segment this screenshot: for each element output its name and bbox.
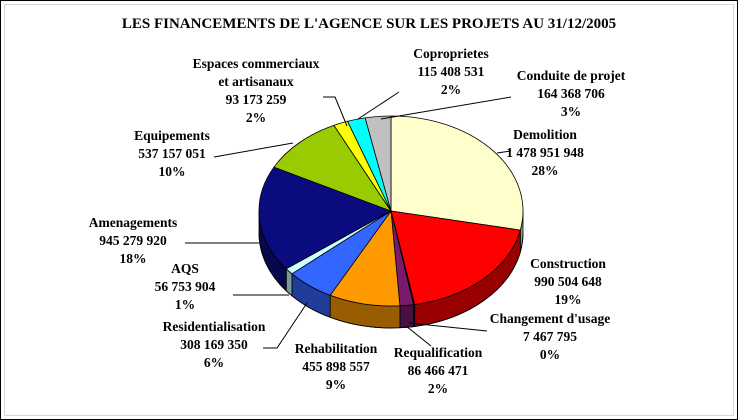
label-amenagements: Amenagements 945 279 920 18% — [89, 215, 177, 266]
label-value-conduite-de-projet: 164 368 706 — [537, 86, 605, 101]
label-percent-coproprietes: 2% — [441, 82, 461, 97]
label-percent-changement-d-usage: 0% — [540, 347, 560, 362]
label-percent-conduite-de-projet: 3% — [561, 104, 581, 119]
label-construction: Construction 990 504 648 19% — [530, 256, 606, 307]
label-value-aqs: 56 753 904 — [155, 279, 216, 294]
label-percent-rehabilitation: 9% — [326, 377, 346, 392]
label-name-aqs: AQS — [171, 261, 199, 276]
label-percent-requalification: 2% — [428, 381, 448, 396]
label-value-amenagements: 945 279 920 — [99, 233, 167, 248]
label-percent-equipements: 10% — [159, 164, 186, 179]
label-conduite-de-projet: Conduite de projet 164 368 706 3% — [517, 68, 626, 119]
leader-lines — [185, 91, 512, 349]
label-name-residentialisation: Residentialisation — [163, 319, 266, 334]
leader-line-requalification — [405, 325, 432, 347]
label-value-changement-d-usage: 7 467 795 — [523, 329, 577, 344]
slice-amenagements — [258, 166, 392, 270]
label-value-residentialisation: 308 169 350 — [180, 337, 248, 352]
label-value-equipements: 537 157 051 — [138, 146, 206, 161]
chart-title: LES FINANCEMENTS DE L'AGENCE SUR LES PRO… — [122, 16, 616, 32]
label-name-espaces-commerciaux-et-artisanaux: et artisanaux — [218, 74, 294, 89]
label-value-requalification: 86 466 471 — [408, 363, 469, 378]
leader-line-demolition — [496, 150, 512, 154]
slice-side-requalification — [399, 304, 414, 329]
label-name-espaces-commerciaux-et-artisanaux: Espaces commerciaux — [193, 56, 320, 71]
slice-conduite-de-projet — [364, 115, 392, 212]
label-aqs: AQS 56 753 904 1% — [155, 261, 216, 312]
label-changement-d-usage: Changement d'usage 7 467 795 0% — [490, 311, 610, 362]
label-name-equipements: Equipements — [134, 128, 210, 143]
label-name-changement-d-usage: Changement d'usage — [490, 311, 610, 326]
pie-slices — [258, 115, 524, 307]
label-value-demolition: 1 478 951 948 — [506, 145, 584, 160]
pie-bottom-rim — [258, 232, 524, 329]
label-rehabilitation: Rehabilitation 455 898 557 9% — [295, 341, 378, 392]
label-name-amenagements: Amenagements — [89, 215, 177, 230]
label-percent-espaces-commerciaux-et-artisanaux: 2% — [246, 110, 266, 125]
label-name-demolition: Demolition — [513, 127, 577, 142]
label-value-coproprietes: 115 408 531 — [418, 64, 485, 79]
label-equipements: Equipements 537 157 051 10% — [134, 128, 210, 179]
label-name-coproprietes: Coproprietes — [413, 46, 489, 61]
label-demolition: Demolition 1 478 951 948 28% — [506, 127, 584, 178]
label-percent-construction: 19% — [555, 292, 582, 307]
label-espaces-commerciaux-et-artisanaux: Espaces commerciaux et artisanaux 93 173 2… — [193, 56, 320, 125]
label-name-construction: Construction — [530, 256, 606, 271]
leader-line-coproprietes — [357, 91, 400, 120]
label-coproprietes: Coproprietes 115 408 531 2% — [413, 46, 489, 97]
label-percent-aqs: 1% — [175, 297, 195, 312]
leader-line-conduite-de-projet — [380, 96, 512, 120]
leader-line-equipements — [213, 142, 294, 158]
leader-line-changement-d-usage — [408, 322, 488, 332]
slice-equipements — [273, 124, 392, 212]
leader-line-espaces-commerciaux-et-artisanaux — [323, 96, 348, 127]
slice-construction — [390, 210, 521, 305]
label-name-rehabilitation: Rehabilitation — [295, 341, 378, 356]
slice-demolition — [390, 115, 524, 231]
label-residentialisation: Residentialisation 308 169 350 6% — [163, 319, 266, 370]
label-percent-amenagements: 18% — [120, 251, 147, 266]
label-value-construction: 990 504 648 — [534, 274, 602, 289]
leader-line-residentialisation — [263, 302, 308, 349]
label-name-conduite-de-projet: Conduite de projet — [517, 68, 626, 83]
label-value-rehabilitation: 455 898 557 — [302, 359, 370, 374]
label-percent-residentialisation: 6% — [204, 355, 224, 370]
slice-labels: Demolition 1 478 951 948 28% Construction 99… — [89, 46, 626, 396]
label-value-espaces-commerciaux-et-artisanaux: 93 173 259 — [226, 92, 287, 107]
label-requalification: Requalification 86 466 471 2% — [394, 345, 483, 396]
label-name-requalification: Requalification — [394, 345, 483, 360]
label-percent-demolition: 28% — [532, 163, 559, 178]
